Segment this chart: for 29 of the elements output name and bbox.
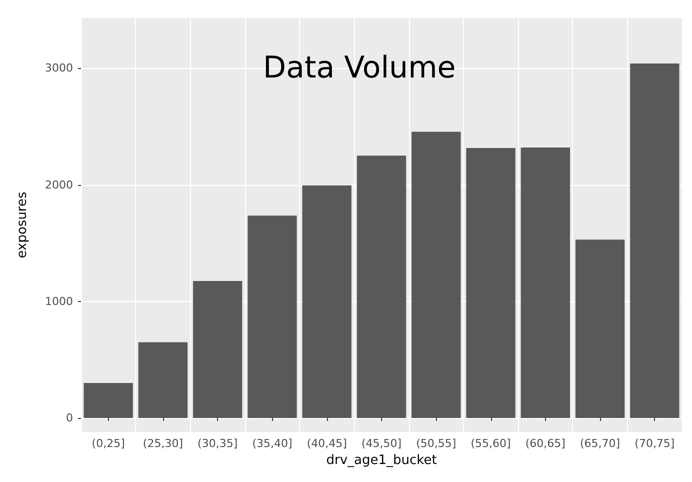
x-axis-title: drv_age1_bucket — [326, 453, 437, 468]
y-tick-label: 0 — [66, 412, 73, 425]
x-tick-label: (70,75] — [634, 437, 675, 450]
bar — [193, 280, 242, 418]
bar — [84, 383, 133, 418]
y-axis-title: exposures — [15, 192, 30, 258]
y-tick-label: 1000 — [45, 294, 73, 308]
x-tick-label: (65,70] — [580, 437, 620, 450]
bar — [575, 240, 625, 418]
bar — [520, 147, 570, 418]
x-tick-label: (35,40] — [252, 437, 292, 450]
x-tick-label: (25,30] — [142, 437, 183, 450]
bar — [630, 63, 680, 418]
bar — [412, 132, 461, 418]
bar — [466, 148, 516, 418]
x-tick-label: (40,45] — [306, 437, 347, 450]
bar — [356, 156, 406, 418]
y-tick-label: 3000 — [45, 62, 73, 75]
text: Data Volume — [263, 50, 456, 86]
bar — [248, 216, 297, 418]
x-tick-label: (60,65] — [525, 437, 566, 450]
bar — [138, 342, 188, 418]
x-tick-label: (45,50] — [361, 437, 402, 450]
x-tick-label: (30,35] — [198, 437, 238, 450]
bar — [302, 185, 352, 418]
x-tick-label: (50,55] — [416, 437, 456, 450]
x-tick-label: (0,25] — [92, 437, 125, 450]
x-tick-label: (55,60] — [470, 437, 511, 450]
y-tick-label: 2000 — [45, 178, 73, 192]
